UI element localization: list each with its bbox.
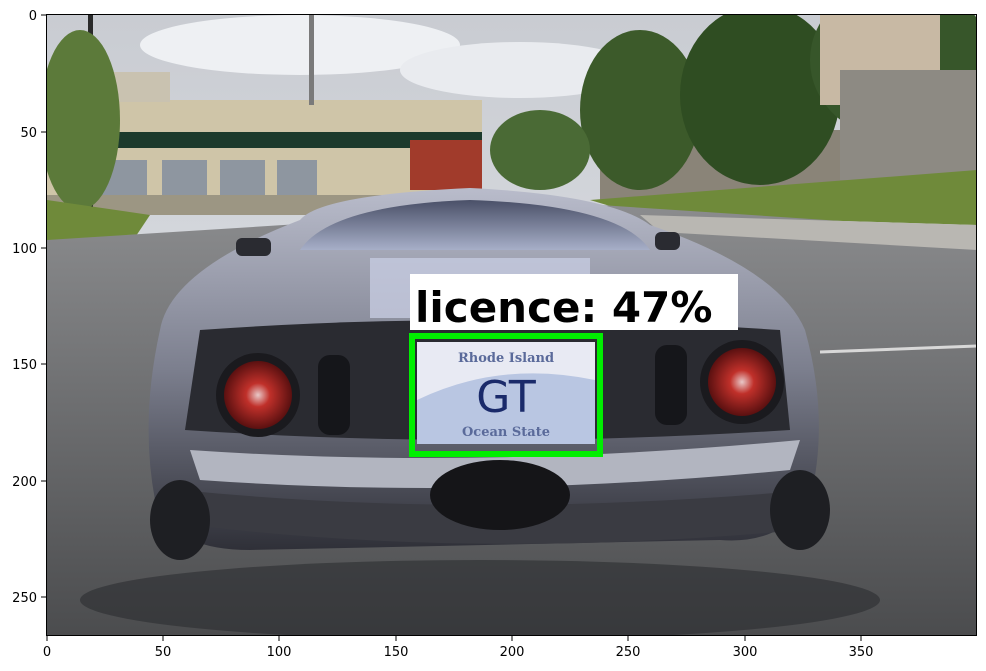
y-tick-label: 50 [20,126,37,141]
x-tick-label: 300 [733,645,758,660]
y-tick-label: 0 [29,9,37,24]
x-tick-label: 0 [43,645,51,660]
licence-plate: Rhode Island GT Ocean State [417,342,595,444]
x-tick-label: 200 [500,645,525,660]
plate-state: Rhode Island [458,351,554,366]
detection-label-background [410,274,738,330]
detection-box [409,333,603,457]
y-tick-label: 150 [12,358,37,373]
axes-frame [46,14,977,636]
plate-number: GT [476,372,536,423]
x-tick-label: 250 [616,645,641,660]
x-tick-label: 100 [267,645,292,660]
y-axis: 0 50 100 150 200 250 [12,9,46,606]
x-axis: 0 50 100 150 200 250 300 350 [43,636,874,660]
x-tick-label: 150 [384,645,409,660]
photo: Rhode Island GT Ocean State licence: 47% [47,15,977,636]
y-tick-label: 250 [12,591,37,606]
plate-slogan: Ocean State [462,425,550,440]
detection-label: licence: 47% [415,283,712,332]
y-tick-label: 100 [12,242,37,257]
y-tick-label: 200 [12,475,37,490]
trees [47,15,977,210]
x-tick-label: 350 [849,645,874,660]
detection-overlay: licence: 47% [409,274,738,457]
x-tick-label: 50 [155,645,172,660]
